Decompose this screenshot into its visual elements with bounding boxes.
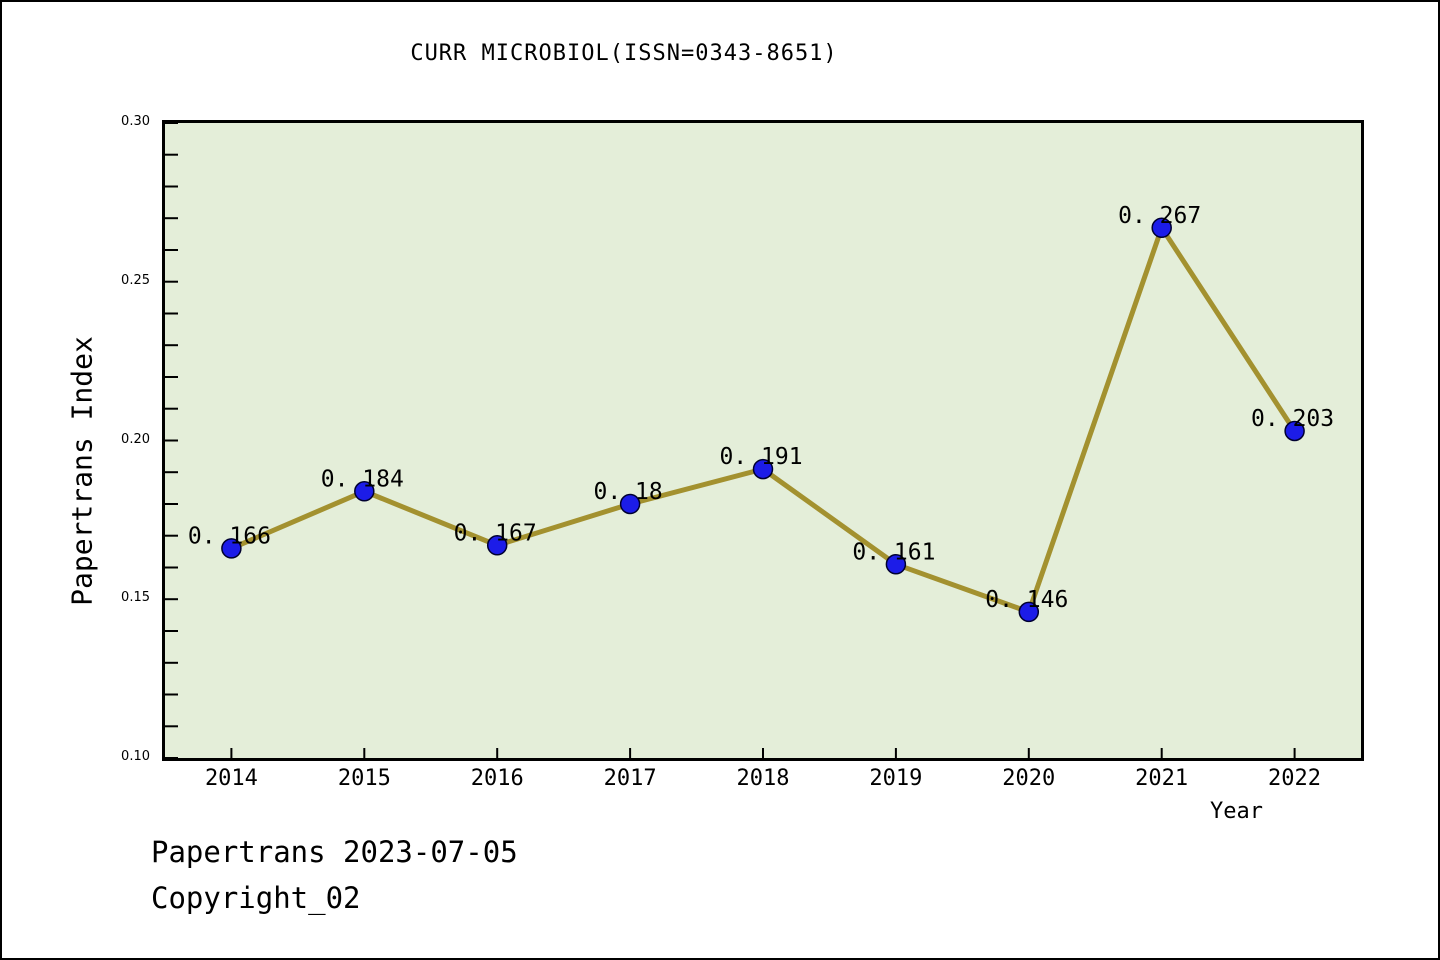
data-point	[354, 481, 375, 502]
y-tick-label: 0.10	[121, 749, 150, 764]
data-point	[619, 493, 641, 515]
data-point	[221, 538, 242, 559]
y-tick-label: 0.20	[121, 431, 150, 447]
data-point-label: 0. 146	[985, 587, 1068, 613]
data-point	[1018, 601, 1040, 623]
data-point-label: 0. 161	[852, 539, 935, 565]
y-tick-label: 0.30	[121, 114, 150, 129]
x-tick-label: 2022	[1268, 766, 1322, 791]
data-point	[752, 458, 774, 480]
data-point-label: 0. 18	[593, 479, 662, 505]
x-axis-label: Year	[1210, 799, 1263, 824]
data-point	[486, 535, 508, 556]
chart-title: CURR MICROBIOL(ISSN=0343-8651)	[410, 41, 838, 66]
data-point-label: 0. 167	[454, 520, 537, 546]
footer-copyright: Copyright_02	[151, 881, 361, 915]
data-point-label: 0. 166	[188, 523, 271, 549]
data-point	[1151, 217, 1172, 239]
data-point	[1284, 420, 1305, 442]
footer-source-date: Papertrans 2023-07-05	[151, 835, 518, 869]
x-tick-label: 2019	[869, 766, 923, 791]
y-tick-label: 0.25	[121, 272, 150, 288]
data-point	[885, 554, 907, 575]
data-point-label: 0. 203	[1251, 406, 1334, 432]
line-chart-canvas: 0. 166 0. 184 0. 167 0. 18 0. 191 0. 161 0. 14…	[165, 123, 1334, 758]
x-tick-label: 2016	[470, 766, 524, 791]
x-tick-label: 2021	[1135, 766, 1189, 791]
y-tick-label: 0.15	[121, 590, 150, 606]
data-point-label: 0. 191	[719, 444, 802, 470]
x-tick-label: 2020	[1002, 766, 1056, 791]
x-tick-label: 2018	[736, 766, 790, 791]
y-axis-label: Papertrans Index	[65, 336, 99, 606]
data-point-label: 0. 184	[321, 466, 404, 492]
data-point-label: 0. 267	[1118, 203, 1201, 229]
x-tick-label: 2015	[337, 766, 391, 791]
data-line	[230, 222, 1297, 616]
x-tick-label: 2014	[204, 766, 258, 791]
x-tick-label: 2017	[603, 766, 657, 791]
plot-area: 0. 166 0. 184 0. 167 0. 18 0. 191 0. 161 0. 14…	[162, 120, 1364, 761]
